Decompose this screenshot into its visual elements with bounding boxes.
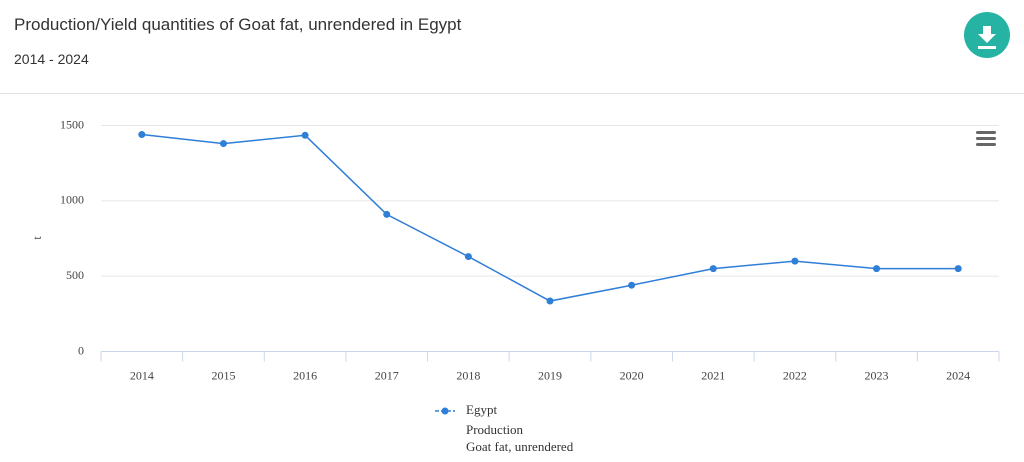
- data-point: [628, 281, 636, 289]
- data-point: [709, 265, 717, 273]
- x-tick-label: 2024: [946, 368, 970, 382]
- legend-label: Production: [466, 422, 524, 437]
- x-tick-label: 2018: [456, 368, 480, 382]
- x-tick-label: 2022: [783, 368, 807, 382]
- x-tick-label: 2016: [293, 368, 317, 382]
- data-point: [301, 131, 309, 139]
- y-axis-label: t: [30, 236, 44, 240]
- x-tick-label: 2017: [375, 368, 399, 382]
- menu-bar[interactable]: [976, 131, 996, 134]
- legend-label: Egypt: [466, 402, 497, 417]
- x-tick-label: 2015: [211, 368, 235, 382]
- menu-icon[interactable]: [976, 131, 996, 146]
- y-tick-label: 1000: [60, 193, 84, 207]
- data-point: [791, 257, 799, 265]
- chart-subtitle: 2014 - 2024: [14, 51, 89, 67]
- download-icon[interactable]: [978, 26, 996, 49]
- legend-label: Goat fat, unrendered: [466, 439, 574, 454]
- menu-bar[interactable]: [976, 143, 996, 146]
- data-point: [383, 210, 391, 218]
- data-point: [464, 253, 472, 261]
- x-tick-label: 2020: [620, 368, 644, 382]
- menu-bar[interactable]: [976, 137, 996, 140]
- data-point: [873, 265, 881, 273]
- x-tick-label: 2019: [538, 368, 562, 382]
- data-point: [219, 140, 227, 148]
- x-tick-label: 2023: [865, 368, 889, 382]
- y-tick-label: 0: [78, 343, 84, 357]
- chart-title: Production/Yield quantities of Goat fat,…: [14, 15, 462, 34]
- data-point: [138, 131, 146, 139]
- download-button[interactable]: [964, 12, 1010, 58]
- x-tick-label: 2014: [130, 368, 154, 382]
- legend-marker: [441, 407, 449, 415]
- y-tick-label: 1500: [60, 117, 84, 131]
- y-tick-label: 500: [66, 268, 84, 282]
- data-point: [954, 265, 962, 273]
- data-point: [546, 297, 554, 305]
- x-tick-label: 2021: [701, 368, 725, 382]
